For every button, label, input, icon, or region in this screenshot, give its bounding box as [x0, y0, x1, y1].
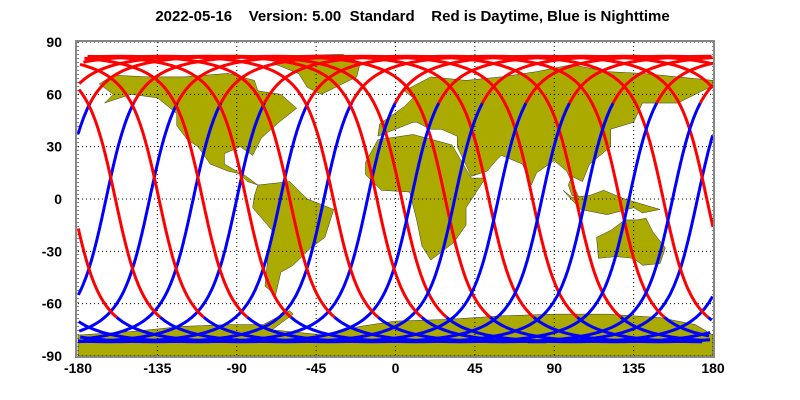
daytime-track: [306, 54, 666, 319]
daytime-track: [77, 88, 162, 319]
y-tick-label: 0: [54, 191, 62, 207]
y-tick-label: 60: [46, 86, 62, 102]
nighttime-track: [420, 316, 547, 344]
daytime-track: [568, 54, 712, 104]
nighttime-track: [707, 316, 713, 322]
daytime-track: [84, 56, 249, 319]
nighttime-track: [290, 102, 615, 344]
daytime-track: [524, 54, 711, 104]
daytime-track: [437, 54, 714, 104]
nighttime-track: [527, 134, 715, 344]
daytime-track: [219, 54, 579, 319]
nighttime-track: [79, 102, 353, 344]
nighttime-track: [115, 102, 441, 344]
y-tick-label: 90: [46, 34, 62, 50]
nighttime-track: [202, 102, 528, 344]
x-tick-label: 0: [392, 360, 400, 376]
daytime-track: [698, 84, 714, 104]
daytime-track: [350, 54, 710, 319]
nighttime-track: [619, 316, 704, 342]
nighttime-track: [246, 102, 571, 344]
nighttime-track: [78, 102, 310, 344]
daytime-track: [263, 54, 622, 319]
daytime-track: [79, 62, 205, 319]
nighttime-track: [377, 102, 702, 344]
nighttime-track: [76, 102, 92, 135]
x-tick-label: 45: [467, 360, 483, 376]
daytime-track: [83, 54, 380, 319]
y-tick-label: -90: [42, 348, 62, 364]
land-eurasia: [377, 64, 714, 198]
x-tick-label: -135: [143, 360, 171, 376]
land-antarctica: [77, 310, 714, 357]
daytime-track: [87, 54, 293, 319]
daytime-track: [393, 54, 715, 228]
x-tick-label: -180: [64, 360, 92, 376]
daytime-track: [87, 54, 336, 319]
daytime-track: [78, 54, 423, 319]
land-south-america: [252, 181, 335, 296]
plot-frame: [75, 40, 715, 358]
landmasses: [77, 53, 714, 357]
map-title: 2022-05-16 Version: 5.00 Standard Red is…: [155, 8, 670, 25]
daytime-track: [175, 54, 535, 319]
land-north-america: [98, 73, 298, 186]
nighttime-track: [663, 316, 710, 338]
nighttime-track: [78, 102, 179, 333]
x-tick-label: 90: [546, 360, 562, 376]
satellite-ground-tracks: [76, 54, 715, 344]
nighttime-track: [576, 316, 703, 344]
y-tick-label: -30: [42, 243, 62, 259]
nighttime-track: [159, 102, 484, 344]
daytime-track: [611, 56, 713, 104]
x-tick-label: 180: [701, 360, 725, 376]
daytime-track: [655, 61, 714, 104]
nighttime-track: [333, 102, 659, 344]
x-tick-label: 135: [622, 360, 646, 376]
land-australia: [596, 217, 666, 266]
nighttime-track: [83, 102, 223, 341]
nighttime-track: [78, 102, 266, 344]
y-tick-label: -60: [42, 296, 62, 312]
nighttime-track: [77, 102, 136, 296]
y-tick-label: 30: [46, 139, 62, 155]
x-tick-label: -90: [227, 360, 247, 376]
daytime-track: [76, 228, 118, 319]
x-tick-label: -45: [306, 360, 326, 376]
